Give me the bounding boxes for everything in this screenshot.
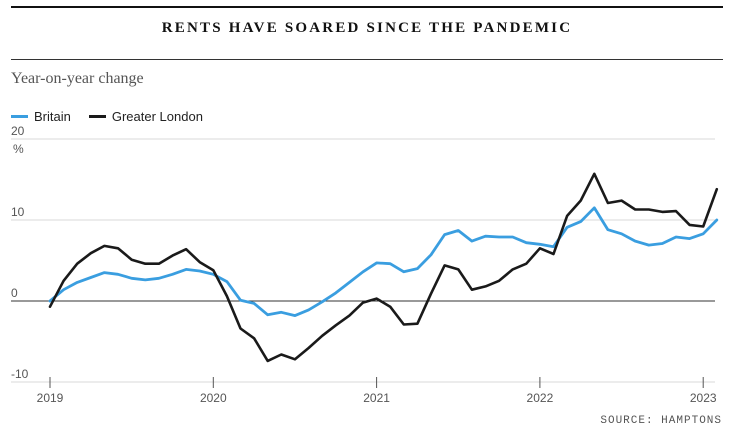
series-line-greater-london [48, 172, 719, 363]
legend-item-greater-london: Greater London [88, 109, 203, 124]
source-note: SOURCE: HAMPTONS [600, 415, 722, 427]
x-tick-label-2020: 2020 [200, 391, 227, 405]
legend-swatch-britain [11, 115, 28, 118]
legend: Britain Greater London [11, 109, 203, 124]
x-tick-label-2023: 2023 [690, 391, 717, 405]
legend-swatch-greater-london [88, 115, 106, 118]
series-line-britain [48, 206, 719, 318]
chart-title: RENTS HAVE SOARED SINCE THE PANDEMIC [161, 20, 573, 36]
y-unit-label: % [13, 142, 24, 156]
x-tick-label-2019: 2019 [37, 391, 64, 405]
top-rule [11, 6, 723, 8]
title-divider [11, 59, 723, 60]
legend-label-greater-london: Greater London [111, 109, 203, 124]
y-tick-label-10: 10 [11, 205, 25, 219]
y-tick-label--10: -10 [11, 367, 29, 381]
chart-subtitle: Year-on-year change [11, 70, 144, 87]
y-tick-label-20: 20 [11, 124, 25, 138]
x-tick-label-2022: 2022 [527, 391, 554, 405]
x-tick-label-2021: 2021 [363, 391, 390, 405]
legend-item-britain: Britain [11, 109, 71, 124]
y-tick-label-0: 0 [11, 286, 18, 300]
legend-label-britain: Britain [34, 109, 71, 124]
